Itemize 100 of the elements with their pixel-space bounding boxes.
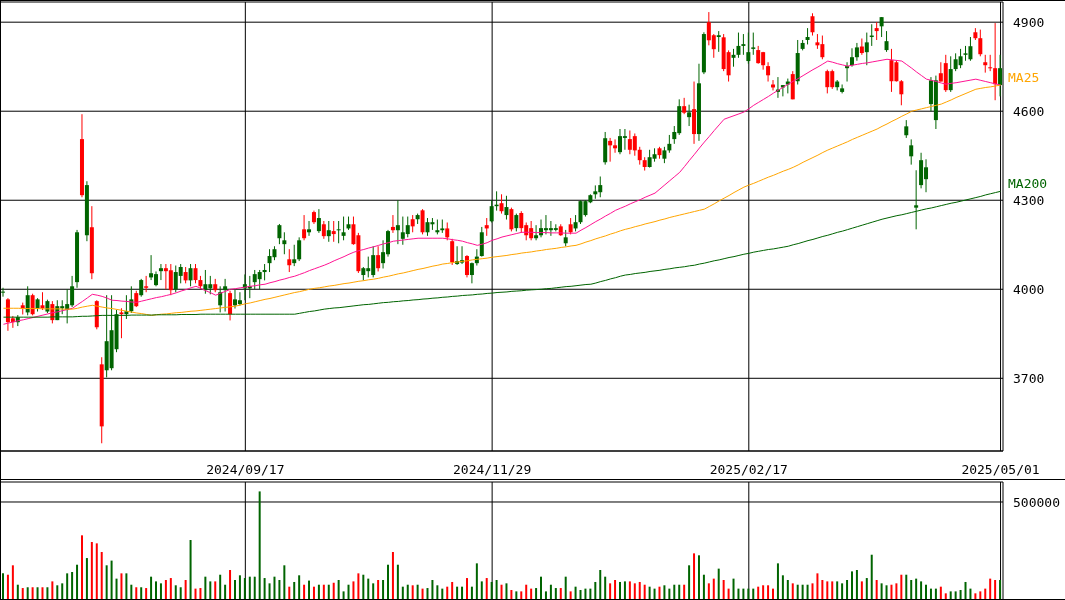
bar <box>406 584 409 600</box>
bar <box>954 591 957 600</box>
bar <box>776 563 779 600</box>
bar <box>974 593 977 600</box>
bar <box>964 581 967 600</box>
candlestick <box>864 32 869 66</box>
bar <box>994 580 997 600</box>
bar <box>688 565 691 600</box>
bar <box>717 568 720 600</box>
bar <box>164 580 167 600</box>
bar <box>594 581 597 600</box>
candlestick <box>1 287 5 298</box>
bar <box>712 578 715 600</box>
candlestick <box>149 254 154 281</box>
bar <box>56 585 59 600</box>
candlestick <box>825 69 830 94</box>
bar <box>643 584 646 600</box>
bar <box>174 585 177 600</box>
candlestick <box>420 208 425 235</box>
bar <box>999 580 1002 600</box>
candlestick <box>287 248 292 273</box>
bar <box>317 584 320 600</box>
candlestick <box>741 33 746 56</box>
bar <box>243 578 246 600</box>
bar <box>189 540 192 600</box>
bar <box>885 585 888 600</box>
bar <box>95 543 98 600</box>
bar <box>515 591 518 600</box>
bar <box>293 581 296 600</box>
bar <box>781 575 784 600</box>
candlestick <box>909 138 914 166</box>
candlestick <box>746 32 751 65</box>
bar <box>638 581 641 600</box>
bar <box>76 564 79 600</box>
bar <box>925 584 928 600</box>
candlestick <box>889 48 894 93</box>
series-label: MA200 <box>1008 176 1048 192</box>
bar <box>559 588 562 600</box>
candlestick <box>326 220 331 243</box>
bar <box>115 578 118 600</box>
candlestick <box>223 278 228 313</box>
bar <box>564 576 567 600</box>
candlestick <box>613 138 618 154</box>
bar <box>816 573 819 600</box>
bar <box>702 574 705 600</box>
bar <box>554 588 557 600</box>
bar <box>465 578 468 600</box>
bar <box>391 551 394 600</box>
candlestick <box>341 216 346 241</box>
candlestick <box>336 220 341 244</box>
candlestick <box>450 238 455 266</box>
bar <box>382 580 385 600</box>
bar <box>268 583 271 600</box>
x-tick-label: 2024/09/17 <box>206 462 285 478</box>
bar <box>707 583 710 600</box>
bar <box>475 563 478 600</box>
bar <box>61 583 64 600</box>
bar <box>865 578 868 600</box>
bar <box>303 584 306 600</box>
bar <box>357 573 360 600</box>
candlestick <box>968 36 973 62</box>
bar <box>135 587 138 600</box>
bar <box>549 584 552 600</box>
candlestick <box>810 12 815 37</box>
bar <box>673 584 676 600</box>
candlestick <box>736 32 741 59</box>
bar <box>16 584 19 600</box>
candlestick <box>267 248 272 273</box>
candlestick <box>884 30 889 53</box>
bar <box>184 580 187 600</box>
candlestick <box>687 104 692 127</box>
bar <box>693 553 696 600</box>
candlestick <box>751 32 756 56</box>
bar <box>125 573 128 600</box>
bar <box>248 576 251 600</box>
candlestick <box>168 263 173 296</box>
candlestick <box>376 245 381 272</box>
bar <box>910 580 913 600</box>
candlestick <box>998 54 1003 97</box>
candlestick <box>509 207 514 232</box>
bar <box>362 574 365 600</box>
bar <box>105 565 108 600</box>
bar <box>229 570 232 600</box>
bar <box>209 581 212 600</box>
candlestick <box>988 54 993 72</box>
bar <box>895 583 898 600</box>
bar <box>480 581 483 600</box>
bar <box>41 587 44 600</box>
series-label: MA25 <box>1008 70 1040 86</box>
bar <box>791 583 794 600</box>
bar <box>831 581 834 600</box>
candlestick <box>292 244 297 267</box>
bar <box>396 564 399 600</box>
bar <box>204 576 207 600</box>
candlestick <box>158 263 163 281</box>
candlestick <box>30 293 35 316</box>
bar <box>150 576 153 600</box>
bar <box>100 551 103 600</box>
y-tick-label: 4300 <box>1013 192 1045 208</box>
bar <box>85 558 88 600</box>
